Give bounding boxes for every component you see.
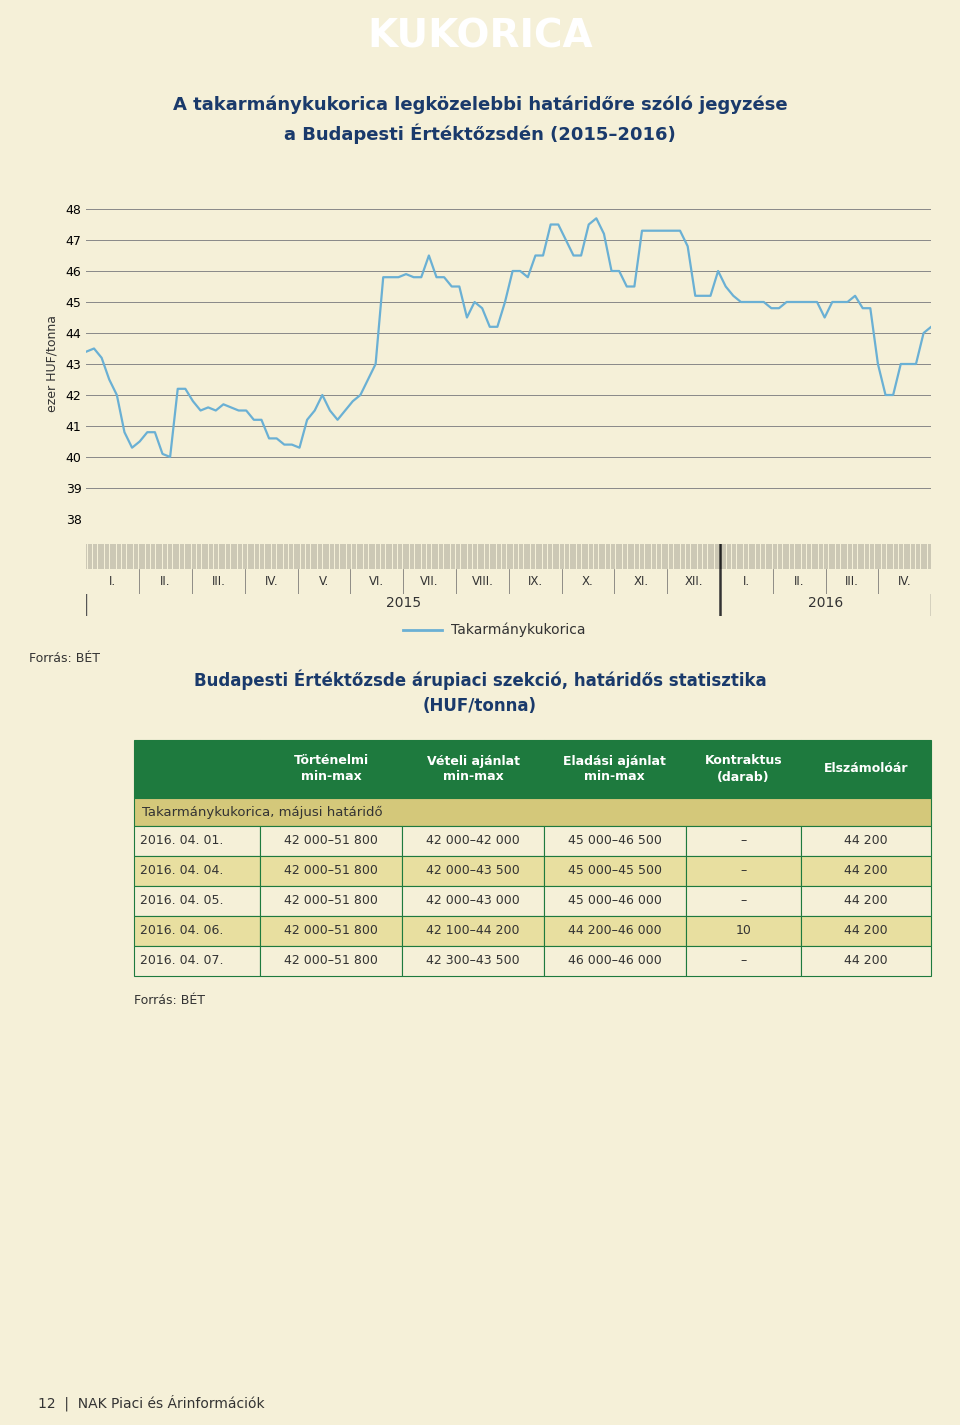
Bar [402, 740, 544, 798]
Text: Takarmánykukorica, májusi határidő: Takarmánykukorica, májusi határidő [142, 805, 383, 818]
Bar [685, 826, 802, 856]
Bar [134, 826, 260, 856]
Bar [802, 740, 931, 798]
Y-axis label: ezer HUF/tonna: ezer HUF/tonna [46, 315, 59, 412]
Bar [260, 826, 402, 856]
Text: IX.: IX. [528, 576, 542, 589]
Text: IV.: IV. [898, 576, 912, 589]
Text: I.: I. [743, 576, 750, 589]
Text: X.: X. [582, 576, 594, 589]
Bar [544, 856, 685, 886]
Bar [685, 886, 802, 916]
Text: Forrás: BÉT: Forrás: BÉT [29, 651, 100, 664]
Text: 42 000–51 800: 42 000–51 800 [284, 865, 378, 878]
Bar [685, 856, 802, 886]
Bar [544, 886, 685, 916]
Text: Történelmi
min-max: Történelmi min-max [294, 754, 369, 784]
Text: 44 200: 44 200 [845, 835, 888, 848]
Bar [134, 946, 260, 976]
Text: 44 200: 44 200 [845, 895, 888, 908]
Text: VIII.: VIII. [471, 576, 493, 589]
Bar [802, 886, 931, 916]
Bar [260, 740, 402, 798]
Text: 42 000–43 500: 42 000–43 500 [426, 865, 520, 878]
Text: I.: I. [109, 576, 116, 589]
Text: Takarmánykukorica: Takarmánykukorica [451, 623, 586, 637]
Bar [134, 856, 260, 886]
Text: KUKORICA: KUKORICA [367, 17, 593, 56]
Bar [685, 916, 802, 946]
Bar [544, 916, 685, 946]
Bar [544, 946, 685, 976]
Bar [802, 916, 931, 946]
Bar [802, 946, 931, 976]
Text: 42 000–51 800: 42 000–51 800 [284, 835, 378, 848]
Text: 2016. 04. 05.: 2016. 04. 05. [140, 895, 224, 908]
Bar [260, 916, 402, 946]
Text: –: – [740, 865, 747, 878]
Text: XII.: XII. [684, 576, 703, 589]
Text: 42 300–43 500: 42 300–43 500 [426, 955, 520, 968]
Text: V.: V. [319, 576, 329, 589]
Text: 44 200: 44 200 [845, 955, 888, 968]
Text: A takarmánykukorica legközelebbi határidőre szóló jegyzése
a Budapesti Értéktőzs: A takarmánykukorica legközelebbi határid… [173, 95, 787, 144]
Bar [685, 946, 802, 976]
Text: 45 000–45 500: 45 000–45 500 [568, 865, 661, 878]
Text: 2015: 2015 [386, 596, 420, 610]
Text: –: – [740, 835, 747, 848]
Text: XI.: XI. [634, 576, 648, 589]
Text: 42 000–43 000: 42 000–43 000 [426, 895, 520, 908]
Text: 44 200–46 000: 44 200–46 000 [568, 925, 661, 938]
Bar [402, 856, 544, 886]
Text: IV.: IV. [264, 576, 278, 589]
Text: –: – [740, 895, 747, 908]
Text: 12  |  NAK Piaci és Árinformációk: 12 | NAK Piaci és Árinformációk [38, 1394, 265, 1411]
Text: 2016: 2016 [808, 596, 843, 610]
Bar [402, 826, 544, 856]
Bar [402, 946, 544, 976]
Text: 45 000–46 000: 45 000–46 000 [568, 895, 661, 908]
Bar [402, 916, 544, 946]
Text: Budapesti Értéktőzsde árupiaci szekció, határidős statisztika
(HUF/tonna): Budapesti Értéktőzsde árupiaci szekció, … [194, 670, 766, 715]
Bar [544, 826, 685, 856]
Text: 2016. 04. 06.: 2016. 04. 06. [140, 925, 224, 938]
Text: III.: III. [211, 576, 226, 589]
Bar [134, 798, 931, 826]
Bar [134, 886, 260, 916]
Text: 2016. 04. 04.: 2016. 04. 04. [140, 865, 224, 878]
Bar [260, 886, 402, 916]
Bar [134, 916, 260, 946]
Bar [402, 886, 544, 916]
Bar [544, 740, 685, 798]
Text: 2016. 04. 01.: 2016. 04. 01. [140, 835, 224, 848]
Text: Kontraktus
(darab): Kontraktus (darab) [705, 754, 782, 784]
Bar [685, 740, 802, 798]
Text: 46 000–46 000: 46 000–46 000 [568, 955, 661, 968]
Text: 42 000–51 800: 42 000–51 800 [284, 895, 378, 908]
Text: 42 000–51 800: 42 000–51 800 [284, 925, 378, 938]
Text: 42 000–51 800: 42 000–51 800 [284, 955, 378, 968]
Text: 42 000–42 000: 42 000–42 000 [426, 835, 520, 848]
Text: VI.: VI. [370, 576, 384, 589]
Text: 45 000–46 500: 45 000–46 500 [568, 835, 661, 848]
Text: 2016. 04. 07.: 2016. 04. 07. [140, 955, 224, 968]
Text: Eladási ajánlat
min-max: Eladási ajánlat min-max [564, 754, 666, 784]
Text: III.: III. [845, 576, 859, 589]
Text: VII.: VII. [420, 576, 439, 589]
Text: –: – [740, 955, 747, 968]
Text: 42 100–44 200: 42 100–44 200 [426, 925, 519, 938]
Text: 10: 10 [735, 925, 752, 938]
Bar [802, 826, 931, 856]
Bar [260, 856, 402, 886]
Text: Elszámolóár: Elszámolóár [824, 762, 908, 775]
Bar [802, 856, 931, 886]
Text: Vételi ajánlat
min-max: Vételi ajánlat min-max [426, 754, 519, 784]
Text: Forrás: BÉT: Forrás: BÉT [134, 993, 205, 1006]
Text: 44 200: 44 200 [845, 865, 888, 878]
Text: II.: II. [160, 576, 171, 589]
Bar [134, 740, 260, 798]
Text: II.: II. [794, 576, 804, 589]
Text: 44 200: 44 200 [845, 925, 888, 938]
Bar [260, 946, 402, 976]
